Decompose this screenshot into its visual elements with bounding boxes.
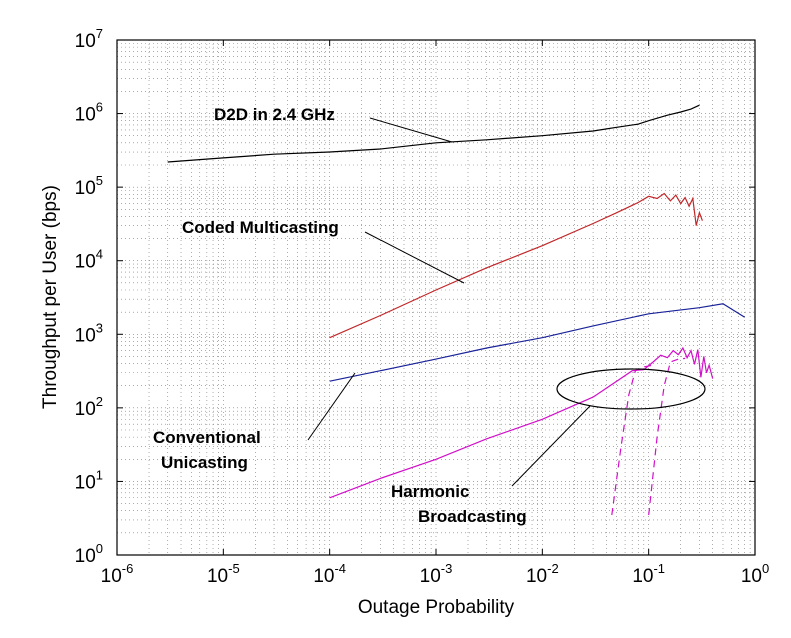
annotation-coded-multicasting: Coded Multicasting	[182, 218, 339, 237]
x-tick-label: 10-1	[632, 561, 665, 587]
series-line-1	[329, 192, 703, 339]
series-line-5	[648, 357, 686, 516]
series-line-0	[167, 104, 700, 163]
annotation-conventional: Conventional	[153, 428, 261, 447]
x-tick-label: 10-5	[207, 561, 240, 587]
y-tick-label: 105	[75, 173, 103, 199]
annotation-d2d: D2D in 2.4 GHz	[214, 105, 335, 124]
y-tick-label: 104	[75, 247, 103, 273]
y-tick-label: 107	[75, 26, 103, 52]
x-axis-label: Outage Probability	[358, 597, 515, 618]
annotation-leader-unicast	[307, 372, 356, 441]
y-tick-label: 101	[75, 467, 103, 493]
annotation-harmonic: Harmonic	[391, 482, 469, 501]
series-line-4	[611, 364, 654, 516]
y-tick-label: 100	[75, 541, 103, 567]
annotation-leader-harmonic	[511, 405, 591, 487]
annotation-leader-coded	[364, 231, 465, 284]
x-tick-label: 10-6	[101, 561, 134, 587]
x-tick-label: 10-3	[420, 561, 453, 587]
y-tick-label: 103	[75, 320, 103, 346]
y-axis-label: Throughput per User (bps)	[40, 185, 61, 409]
y-tick-label: 102	[75, 394, 103, 420]
annotation-leader-d2d	[369, 117, 453, 143]
series-layer	[167, 104, 746, 516]
series-line-3	[329, 346, 714, 499]
annotation-broadcasting: Broadcasting	[418, 507, 527, 526]
axis-ticks: 10-6 10-5 10-4 10-3 10-2 10-1 100 100 101 102 103 1…	[75, 26, 770, 587]
y-tick-label: 106	[75, 100, 103, 126]
x-tick-label: 100	[741, 561, 769, 587]
annotation-layer: D2D in 2.4 GHz Coded Multicasting Conven…	[153, 105, 706, 526]
x-tick-label: 10-4	[313, 561, 346, 587]
series-line-2	[329, 303, 746, 382]
x-tick-label: 10-2	[526, 561, 559, 587]
annotation-ellipse-harmonic	[556, 368, 706, 410]
annotation-unicasting: Unicasting	[161, 453, 248, 472]
